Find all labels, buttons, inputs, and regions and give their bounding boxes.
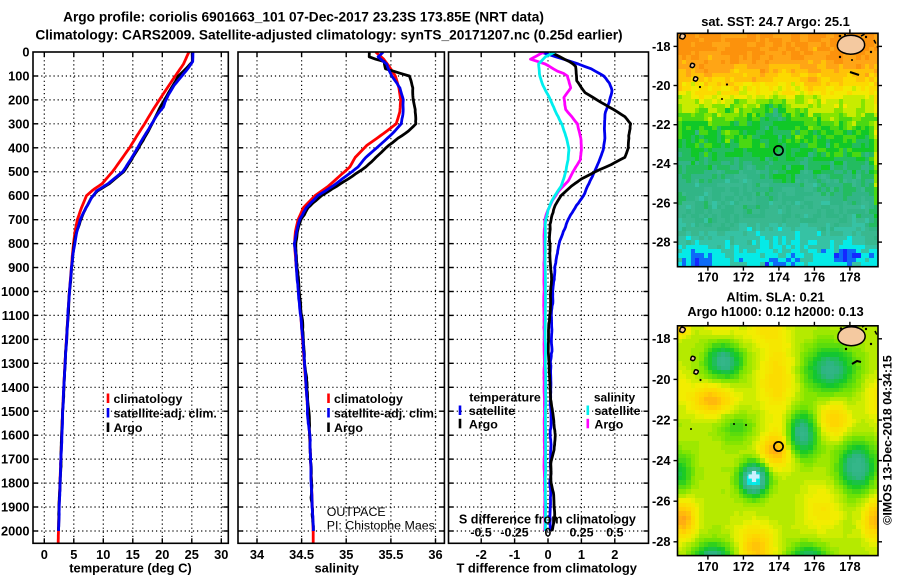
svg-text:-20: -20: [652, 78, 671, 93]
svg-text:climatology: climatology: [334, 392, 403, 406]
svg-text:1700: 1700: [1, 452, 29, 467]
svg-text:©IMOS 13-Dec-2018 04:34:15: ©IMOS 13-Dec-2018 04:34:15: [881, 355, 895, 525]
svg-text:-18: -18: [652, 39, 671, 54]
svg-text:30: 30: [214, 547, 228, 562]
svg-text:sat. SST: 24.7 Argo: 25.1: sat. SST: 24.7 Argo: 25.1: [701, 14, 850, 29]
svg-text:0: 0: [22, 45, 29, 60]
svg-text:-24: -24: [652, 453, 671, 468]
svg-text:174: 174: [768, 559, 790, 574]
svg-text:temperature: temperature: [469, 391, 541, 405]
svg-text:satellite: satellite: [469, 404, 515, 418]
svg-text:1900: 1900: [1, 500, 29, 515]
svg-text:Argo profile: coriolis 6901663: Argo profile: coriolis 6901663_101 07-De…: [63, 10, 544, 25]
svg-text:1600: 1600: [1, 428, 29, 443]
svg-text:176: 176: [804, 559, 825, 574]
svg-text:satellite-adj. clim.: satellite-adj. clim.: [334, 407, 437, 421]
svg-text:1000: 1000: [1, 284, 29, 299]
svg-text:0: 0: [41, 547, 48, 562]
svg-text:200: 200: [8, 92, 29, 107]
svg-text:1400: 1400: [1, 380, 29, 395]
svg-text:10: 10: [96, 547, 110, 562]
svg-text:25: 25: [185, 547, 199, 562]
svg-text:174: 174: [768, 270, 790, 285]
svg-text:1800: 1800: [1, 476, 29, 491]
svg-text:salinity: salinity: [314, 561, 359, 576]
svg-text:5: 5: [70, 547, 77, 562]
svg-text:35: 35: [339, 547, 353, 562]
svg-text:100: 100: [8, 69, 29, 84]
svg-text:-2: -2: [476, 547, 487, 562]
svg-text:36: 36: [428, 547, 442, 562]
svg-text:34.5: 34.5: [289, 547, 314, 562]
svg-text:PI: Chistophe Maes: PI: Chistophe Maes: [327, 519, 435, 533]
svg-text:34: 34: [250, 547, 265, 562]
svg-text:-24: -24: [652, 156, 671, 171]
svg-text:1300: 1300: [1, 356, 29, 371]
svg-text:Argo h1000: 0.12 h2000: 0.13: Argo h1000: 0.12 h2000: 0.13: [687, 304, 863, 319]
svg-text:-0.25: -0.25: [500, 526, 528, 540]
svg-text:2000: 2000: [1, 524, 29, 539]
svg-text:172: 172: [733, 559, 754, 574]
svg-text:-0.5: -0.5: [470, 526, 491, 540]
svg-text:T difference from climatology: T difference from climatology: [456, 561, 637, 576]
svg-text:800: 800: [8, 236, 29, 251]
svg-text:0: 0: [544, 547, 551, 562]
svg-text:1200: 1200: [1, 332, 29, 347]
svg-text:-28: -28: [652, 235, 671, 250]
svg-text:Argo: Argo: [334, 421, 363, 435]
svg-text:temperature (deg C): temperature (deg C): [69, 561, 191, 576]
svg-text:satellite: satellite: [594, 404, 640, 418]
svg-text:Argo: Argo: [469, 417, 498, 431]
svg-text:170: 170: [697, 270, 718, 285]
svg-text:-1: -1: [509, 547, 520, 562]
svg-text:-20: -20: [652, 372, 671, 387]
svg-text:172: 172: [733, 270, 754, 285]
svg-text:0: 0: [545, 526, 552, 540]
svg-text:-22: -22: [652, 117, 671, 132]
svg-text:35.5: 35.5: [378, 547, 403, 562]
svg-text:600: 600: [8, 188, 29, 203]
svg-text:-28: -28: [652, 534, 671, 549]
svg-text:-18: -18: [652, 331, 671, 346]
svg-text:Argo: Argo: [114, 421, 143, 435]
svg-text:900: 900: [8, 260, 29, 275]
svg-text:300: 300: [8, 116, 29, 131]
svg-text:Climatology: CARS2009. Satelli: Climatology: CARS2009. Satellite-adjuste…: [35, 28, 622, 43]
svg-text:500: 500: [8, 164, 29, 179]
svg-text:1500: 1500: [1, 404, 29, 419]
svg-text:-26: -26: [652, 195, 671, 210]
svg-text:15: 15: [126, 547, 140, 562]
svg-text:1100: 1100: [2, 308, 30, 323]
svg-text:170: 170: [697, 559, 718, 574]
svg-text:-26: -26: [652, 494, 671, 509]
svg-text:Argo: Argo: [594, 417, 623, 431]
svg-text:-22: -22: [652, 412, 671, 427]
svg-text:0.5: 0.5: [606, 526, 623, 540]
svg-text:2: 2: [611, 547, 618, 562]
svg-text:1: 1: [578, 547, 585, 562]
svg-text:400: 400: [8, 140, 29, 155]
svg-text:OUTPACE: OUTPACE: [327, 505, 386, 519]
svg-text:satellite-adj. clim.: satellite-adj. clim.: [114, 407, 217, 421]
svg-text:salinity: salinity: [594, 391, 636, 405]
svg-text:Altim. SLA: 0.21: Altim. SLA: 0.21: [726, 290, 824, 305]
svg-text:176: 176: [804, 270, 825, 285]
svg-text:178: 178: [839, 270, 860, 285]
svg-text:20: 20: [155, 547, 169, 562]
svg-text:climatology: climatology: [114, 392, 183, 406]
svg-text:0.25: 0.25: [569, 526, 593, 540]
svg-text:S difference from climatology: S difference from climatology: [459, 512, 636, 526]
svg-text:700: 700: [8, 212, 29, 227]
svg-text:178: 178: [839, 559, 860, 574]
